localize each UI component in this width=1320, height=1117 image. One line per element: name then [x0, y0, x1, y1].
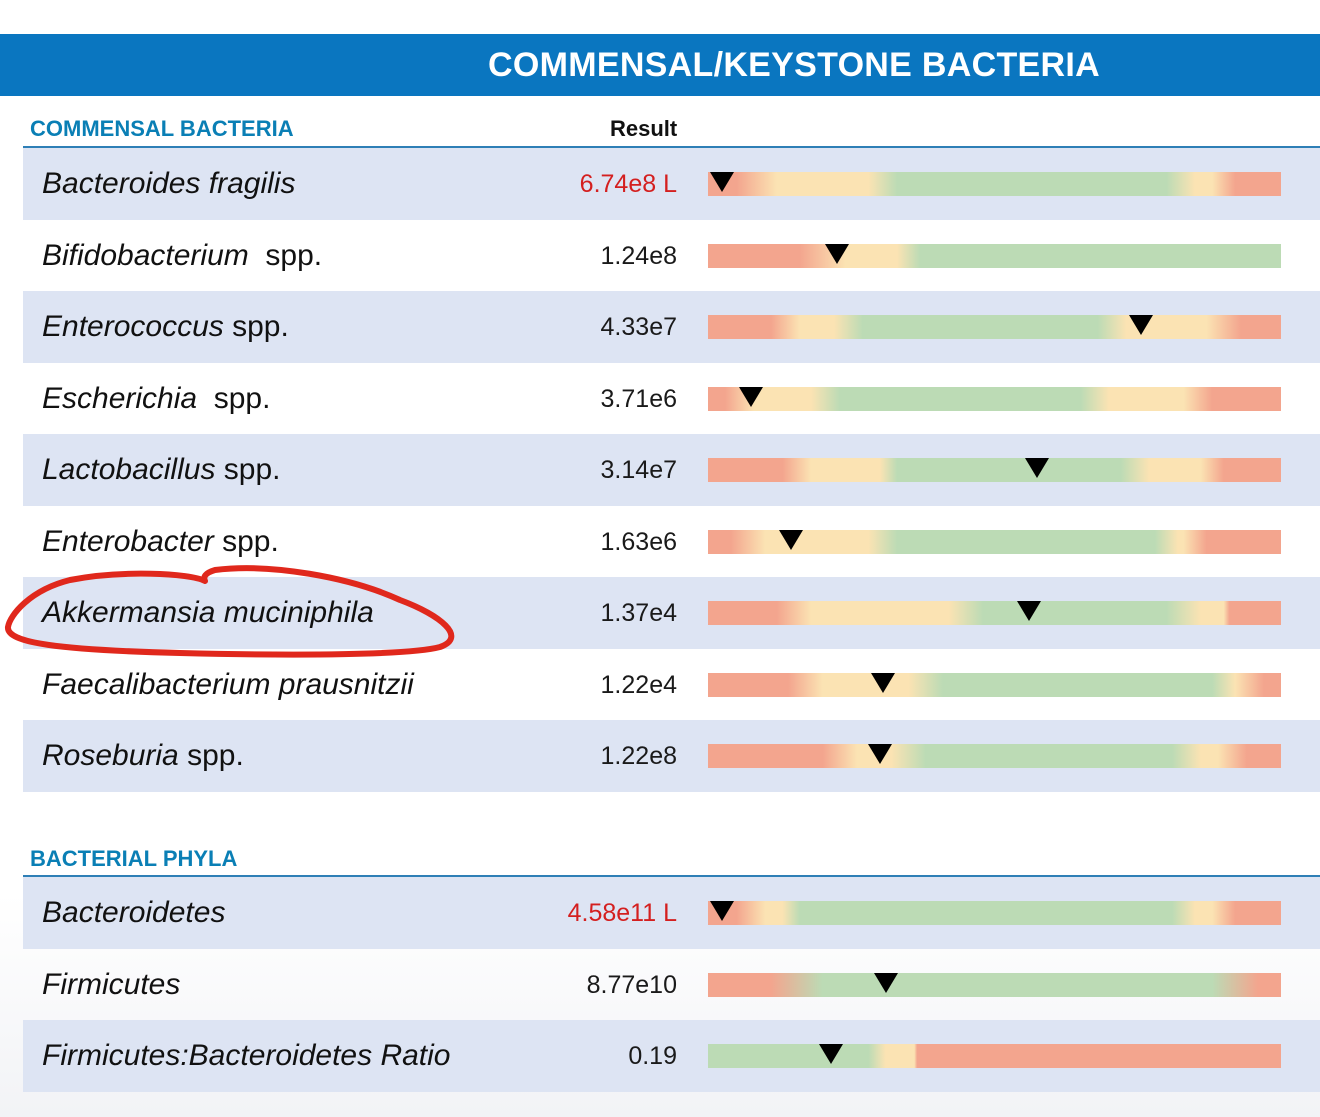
bacteria-name: Enterococcus spp. — [42, 291, 289, 363]
bacteria-name: Bacteroides fragilis — [42, 148, 295, 220]
bacteria-name-italic: Firmicutes:Bacteroidetes Ratio — [42, 1039, 451, 1072]
bacteria-name: Firmicutes:Bacteroidetes Ratio — [42, 1020, 451, 1092]
bacteria-name-italic: Faecalibacterium prausnitzii — [42, 667, 414, 701]
result-marker-icon — [779, 529, 804, 550]
bacteria-name: Bifidobacterium spp. — [42, 220, 322, 292]
bacteria-name-italic: Escherichia — [42, 381, 198, 415]
result-marker-icon — [1016, 601, 1041, 621]
bacteria-name: Bacteroidetes — [42, 877, 225, 949]
result-value: 3.71e6 — [600, 384, 677, 413]
bacteria-name-italic: Roseburia — [42, 739, 179, 772]
result-marker-icon — [819, 1044, 844, 1064]
result-value: 1.22e4 — [600, 670, 677, 699]
bacteria-name: Lactobacillus spp. — [42, 434, 280, 506]
bacteria-name-italic: Enterococcus — [42, 310, 224, 343]
table-row: Enterococcus spp. 4.33e7 — [23, 291, 1320, 363]
bacteria-name: Faecalibacterium prausnitzii — [42, 649, 414, 721]
range-bar — [708, 529, 1281, 554]
range-bar — [708, 315, 1281, 339]
range-bar — [708, 386, 1281, 411]
section-title-commensal: COMMENSAL BACTERIA — [30, 116, 294, 141]
table-row: Bacteroides fragilis 6.74e8 L — [23, 148, 1320, 220]
bacteria-name: Firmicutes — [42, 949, 180, 1021]
table-row: Enterobacter spp. 1.63e6 — [23, 506, 1320, 578]
bacteria-name: Escherichia spp. — [42, 363, 270, 435]
result-column-header: Result — [610, 116, 678, 141]
range-bar — [708, 172, 1281, 196]
range-bar — [708, 744, 1281, 768]
result-value: 0.19 — [628, 1042, 677, 1070]
bacteria-name-suffix: spp. — [215, 453, 281, 486]
result-marker-icon — [870, 672, 895, 693]
result-marker-icon — [710, 901, 735, 921]
table-row: Firmicutes 8.77e10 — [23, 949, 1320, 1021]
result-value: 4.58e11 L — [567, 899, 677, 927]
bacteria-name-italic: Lactobacillus — [42, 453, 216, 486]
bacteria-name-suffix: spp. — [178, 739, 244, 772]
bacteria-name-italic: Bifidobacterium — [42, 238, 249, 272]
table-row: Firmicutes:Bacteroidetes Ratio 0.19 — [23, 1020, 1320, 1092]
bacteria-name-suffix: spp. — [248, 238, 323, 272]
range-bar — [708, 672, 1281, 697]
table-row: Escherichia spp. 3.71e6 — [23, 363, 1320, 435]
result-marker-icon — [738, 386, 763, 407]
range-bar — [708, 901, 1281, 925]
table-row: Faecalibacterium prausnitzii 1.22e4 — [23, 649, 1320, 721]
result-value: 8.77e10 — [586, 970, 677, 999]
result-marker-icon — [867, 744, 892, 764]
range-bar — [708, 243, 1281, 268]
table-row: Bifidobacterium spp. 1.24e8 — [23, 220, 1320, 292]
bacteria-name-suffix: spp. — [197, 381, 271, 415]
section-divider — [23, 146, 1320, 149]
result-value: 3.14e7 — [600, 456, 677, 484]
bacteria-name: Roseburia spp. — [42, 720, 244, 792]
range-bar — [708, 1044, 1281, 1068]
bacteria-name-italic: Akkermansia muciniphila — [42, 596, 374, 629]
table-row: Akkermansia muciniphila 1.37e4 — [23, 577, 1320, 649]
bacteria-name-italic: Bacteroidetes — [42, 896, 226, 929]
result-marker-icon — [1025, 458, 1050, 478]
range-bar — [708, 972, 1281, 997]
bacteria-name-italic: Bacteroides fragilis — [42, 167, 296, 200]
result-marker-icon — [1128, 315, 1153, 335]
result-marker-icon — [824, 243, 849, 264]
result-value: 6.74e8 L — [579, 170, 677, 198]
result-value: 4.33e7 — [600, 313, 677, 341]
bacteria-name-suffix: spp. — [223, 310, 289, 343]
section-title-phyla: BACTERIAL PHYLA — [30, 846, 238, 871]
bacteria-name-suffix: spp. — [213, 524, 279, 558]
result-marker-icon — [710, 172, 735, 192]
bacteria-name-italic: Enterobacter — [42, 524, 214, 558]
range-bar — [708, 601, 1281, 625]
page-title: COMMENSAL/KEYSTONE BACTERIA — [488, 46, 1100, 84]
header-banner: COMMENSAL/KEYSTONE BACTERIA — [0, 34, 1320, 96]
table-row: Roseburia spp. 1.22e8 — [23, 720, 1320, 792]
section-divider — [23, 875, 1320, 878]
bacteria-name-italic: Firmicutes — [42, 967, 181, 1001]
range-bar — [708, 458, 1281, 482]
bacteria-name: Enterobacter spp. — [42, 506, 279, 578]
bacteria-name: Akkermansia muciniphila — [42, 577, 374, 649]
table-row: Lactobacillus spp. 3.14e7 — [23, 434, 1320, 506]
result-value: 1.37e4 — [600, 599, 677, 627]
result-value: 1.63e6 — [600, 527, 677, 556]
table-row: Bacteroidetes 4.58e11 L — [23, 877, 1320, 949]
result-value: 1.24e8 — [600, 241, 677, 270]
result-marker-icon — [873, 972, 898, 993]
result-value: 1.22e8 — [600, 742, 677, 770]
